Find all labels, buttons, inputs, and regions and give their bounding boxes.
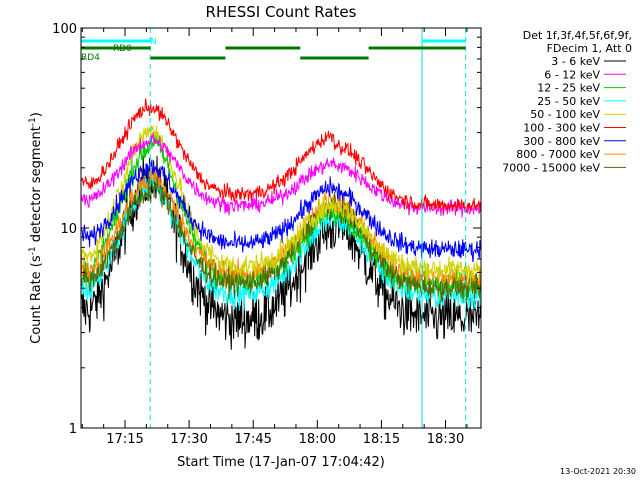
legend-entry-label: 100 - 300 keV	[523, 122, 600, 135]
series-line-4	[80, 124, 482, 285]
x-axis-label: Start Time (17-Jan-07 17:04:42)	[177, 455, 385, 470]
legend-entry-label: 50 - 100 keV	[530, 108, 600, 121]
legend-entry-label: 6 - 12 keV	[544, 68, 600, 81]
legend-header-line: FDecim 1, Att 0	[547, 42, 632, 55]
legend-entry-label: 25 - 50 keV	[537, 95, 600, 108]
legend-entry-label: 300 - 800 keV	[523, 135, 600, 148]
legend-entry-label: 7000 - 15000 keV	[502, 161, 600, 174]
x-tick-label: 17:30	[170, 432, 207, 447]
x-tick-label: 17:15	[106, 432, 143, 447]
legend-entry-label: 3 - 6 keV	[551, 55, 600, 68]
y-tick-label: 100	[52, 22, 77, 37]
flag-label: RD0	[113, 44, 132, 54]
flag-label: N	[150, 37, 157, 47]
x-tick-label: 17:45	[234, 432, 271, 447]
legend-entry-label: 12 - 25 keV	[537, 82, 600, 95]
series-line-8	[80, 178, 482, 302]
timestamp: 13-Oct-2021 20:30	[560, 467, 636, 476]
y-axis-label: Count Rate (s-1 detector segment-1)	[28, 112, 44, 344]
legend-entry-label: 800 - 7000 keV	[516, 148, 600, 161]
series-line-5	[80, 98, 482, 214]
series-line-6	[80, 159, 482, 263]
legend-header-line: Det 1f,3f,4f,5f,6f,9f,	[523, 29, 632, 42]
x-tick-label: 18:15	[363, 432, 400, 447]
legend: Det 1f,3f,4f,5f,6f,9f,FDecim 1, Att 03 -…	[502, 29, 632, 174]
y-tick-label: 1	[69, 422, 77, 437]
x-tick-label: 18:00	[299, 432, 336, 447]
chart-title: RHESSI Count Rates	[206, 3, 357, 21]
x-tick-label: 18:30	[427, 432, 464, 447]
flag-label: RD4	[81, 53, 100, 63]
y-tick-label: 10	[60, 222, 77, 237]
